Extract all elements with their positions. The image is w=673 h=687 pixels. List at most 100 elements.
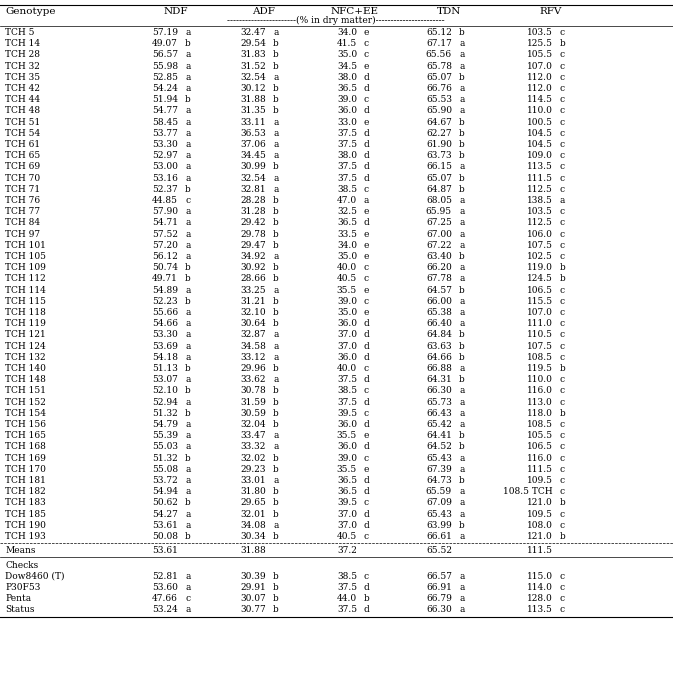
Text: a: a bbox=[459, 386, 464, 396]
Text: 103.5: 103.5 bbox=[527, 28, 553, 37]
Text: 54.24: 54.24 bbox=[152, 84, 178, 93]
Text: c: c bbox=[364, 364, 369, 373]
Text: 31.52: 31.52 bbox=[240, 62, 266, 71]
Text: 44.85: 44.85 bbox=[152, 196, 178, 205]
Text: a: a bbox=[185, 605, 190, 614]
Text: 36.5: 36.5 bbox=[337, 218, 357, 227]
Text: b: b bbox=[185, 364, 190, 373]
Text: 64.84: 64.84 bbox=[426, 330, 452, 339]
Text: b: b bbox=[273, 398, 279, 407]
Text: c: c bbox=[560, 106, 565, 115]
Text: a: a bbox=[459, 594, 464, 603]
Text: a: a bbox=[273, 117, 279, 126]
Text: b: b bbox=[273, 263, 279, 272]
Text: 114.5: 114.5 bbox=[527, 95, 553, 104]
Text: 63.63: 63.63 bbox=[427, 341, 452, 350]
Text: 64.87: 64.87 bbox=[426, 185, 452, 194]
Text: 54.89: 54.89 bbox=[152, 286, 178, 295]
Text: a: a bbox=[185, 117, 190, 126]
Text: 37.0: 37.0 bbox=[337, 330, 357, 339]
Text: e: e bbox=[364, 252, 369, 261]
Text: c: c bbox=[560, 594, 565, 603]
Text: d: d bbox=[364, 420, 369, 429]
Text: d: d bbox=[364, 151, 369, 160]
Text: 111.5: 111.5 bbox=[527, 465, 553, 474]
Text: c: c bbox=[560, 297, 565, 306]
Text: b: b bbox=[273, 241, 279, 250]
Text: TCH 190: TCH 190 bbox=[5, 521, 46, 530]
Text: a: a bbox=[185, 319, 190, 328]
Text: 35.0: 35.0 bbox=[337, 308, 357, 317]
Text: b: b bbox=[364, 594, 369, 603]
Text: 33.25: 33.25 bbox=[240, 286, 266, 295]
Text: d: d bbox=[364, 174, 369, 183]
Text: 66.61: 66.61 bbox=[426, 532, 452, 541]
Text: c: c bbox=[364, 263, 369, 272]
Text: a: a bbox=[459, 297, 464, 306]
Text: 30.77: 30.77 bbox=[240, 605, 266, 614]
Text: 33.0: 33.0 bbox=[337, 117, 357, 126]
Text: 51.94: 51.94 bbox=[152, 95, 178, 104]
Text: 107.5: 107.5 bbox=[527, 241, 553, 250]
Text: a: a bbox=[459, 498, 464, 508]
Text: 54.27: 54.27 bbox=[152, 510, 178, 519]
Text: a: a bbox=[459, 241, 464, 250]
Text: 66.76: 66.76 bbox=[426, 84, 452, 93]
Text: 38.5: 38.5 bbox=[337, 185, 357, 194]
Text: 40.5: 40.5 bbox=[336, 274, 357, 284]
Text: 105.5: 105.5 bbox=[527, 50, 553, 59]
Text: b: b bbox=[185, 263, 190, 272]
Text: c: c bbox=[560, 174, 565, 183]
Text: b: b bbox=[273, 532, 279, 541]
Text: 66.91: 66.91 bbox=[426, 583, 452, 592]
Text: 37.5: 37.5 bbox=[337, 174, 357, 183]
Text: a: a bbox=[273, 442, 279, 451]
Text: b: b bbox=[273, 106, 279, 115]
Text: 65.43: 65.43 bbox=[426, 510, 452, 519]
Text: b: b bbox=[185, 39, 190, 48]
Text: c: c bbox=[560, 431, 565, 440]
Text: a: a bbox=[273, 476, 279, 485]
Text: a: a bbox=[273, 252, 279, 261]
Text: b: b bbox=[459, 185, 465, 194]
Text: c: c bbox=[560, 84, 565, 93]
Text: b: b bbox=[560, 364, 566, 373]
Text: b: b bbox=[273, 465, 279, 474]
Text: c: c bbox=[364, 409, 369, 418]
Text: d: d bbox=[364, 330, 369, 339]
Text: RFV: RFV bbox=[539, 6, 562, 16]
Text: b: b bbox=[185, 95, 190, 104]
Text: 29.65: 29.65 bbox=[240, 498, 266, 508]
Text: a: a bbox=[185, 218, 190, 227]
Text: 30.07: 30.07 bbox=[240, 594, 266, 603]
Text: b: b bbox=[273, 84, 279, 93]
Text: 36.0: 36.0 bbox=[337, 442, 357, 451]
Text: 125.5: 125.5 bbox=[527, 39, 553, 48]
Text: c: c bbox=[560, 341, 565, 350]
Text: c: c bbox=[560, 510, 565, 519]
Text: a: a bbox=[185, 140, 190, 149]
Text: 64.52: 64.52 bbox=[426, 442, 452, 451]
Text: c: c bbox=[560, 572, 565, 581]
Text: TCH 28: TCH 28 bbox=[5, 50, 40, 59]
Text: 108.5: 108.5 bbox=[527, 420, 553, 429]
Text: 36.53: 36.53 bbox=[240, 128, 266, 138]
Text: d: d bbox=[364, 510, 369, 519]
Text: b: b bbox=[273, 162, 279, 171]
Text: a: a bbox=[459, 263, 464, 272]
Text: b: b bbox=[459, 431, 465, 440]
Text: d: d bbox=[364, 140, 369, 149]
Text: 34.08: 34.08 bbox=[240, 521, 266, 530]
Text: d: d bbox=[364, 84, 369, 93]
Text: 113.0: 113.0 bbox=[527, 398, 553, 407]
Text: 111.5: 111.5 bbox=[527, 174, 553, 183]
Text: 50.62: 50.62 bbox=[152, 498, 178, 508]
Text: TCH 181: TCH 181 bbox=[5, 476, 46, 485]
Text: TCH 69: TCH 69 bbox=[5, 162, 40, 171]
Text: a: a bbox=[459, 572, 464, 581]
Text: c: c bbox=[560, 453, 565, 462]
Text: c: c bbox=[560, 162, 565, 171]
Text: a: a bbox=[185, 286, 190, 295]
Text: 31.80: 31.80 bbox=[240, 487, 266, 496]
Text: a: a bbox=[459, 465, 464, 474]
